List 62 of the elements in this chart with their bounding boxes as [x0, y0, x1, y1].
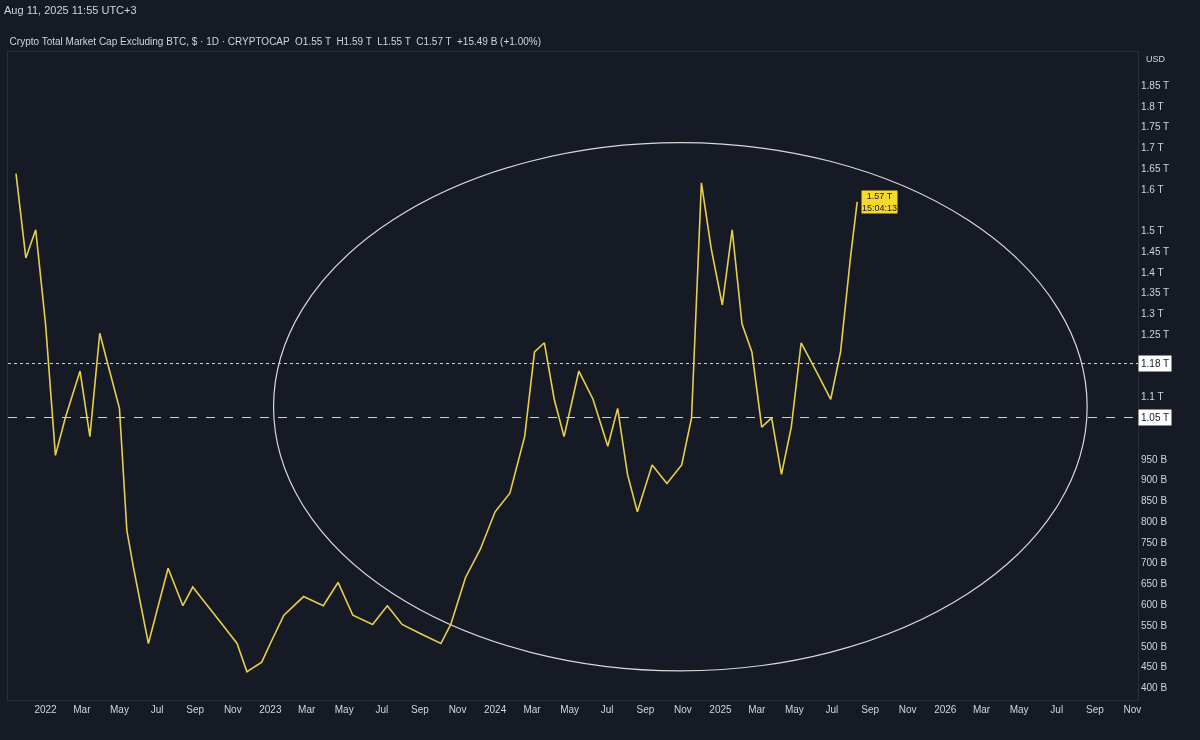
- line-series: [15, 172, 858, 673]
- y-tick-label: 1.1 T: [1141, 391, 1164, 403]
- y-tick-label: 1.6 T: [1141, 183, 1164, 195]
- y-tick-label: 400 B: [1141, 682, 1168, 694]
- y-tick-label: 1.3 T: [1141, 308, 1164, 320]
- x-tick-label: Mar: [523, 704, 542, 715]
- y-tick-label: 1.65 T: [1141, 162, 1170, 174]
- y-tick-label: 950 B: [1141, 453, 1168, 465]
- x-tick-label: Sep: [861, 704, 880, 715]
- x-tick-label: May: [110, 704, 129, 715]
- text: USD: [1146, 54, 1166, 64]
- x-tick-label: Jul: [600, 704, 614, 715]
- y-tick-label: 600 B: [1141, 598, 1168, 610]
- chart-title: Crypto Total Market Cap Excluding BTC, $ · 1D · CRYPTOCAP O1.55 T H1.59 T L1.55 T C1.57 T +15.49 B (+1.00%): [9, 36, 541, 47]
- x-tick-label: 2023: [259, 704, 282, 715]
- x-tick-label: Nov: [898, 704, 917, 715]
- y-tick-label: 1.5 T: [1141, 225, 1164, 237]
- y-tick-label: 1.45 T: [1141, 245, 1170, 257]
- x-tick-label: Mar: [298, 704, 316, 715]
- y-tick-label: 650 B: [1141, 578, 1168, 590]
- y-tick-label: 1.85 T: [1141, 79, 1170, 91]
- x-tick-label: Mar: [73, 704, 92, 715]
- x-tick-label: May: [784, 704, 804, 715]
- x-tick-label: Nov: [674, 704, 692, 715]
- y-tick-label: 500 B: [1141, 640, 1168, 652]
- annotation: 1.57 T 15:04:13: [862, 191, 898, 213]
- y-tick-label: 450 B: [1141, 661, 1168, 673]
- x-tick-label: Jul: [1050, 704, 1064, 715]
- x-tick-label: Sep: [186, 704, 205, 715]
- x-tick-label: Nov: [1123, 704, 1142, 715]
- x-tick-label: 2022: [34, 704, 58, 715]
- y-tick-label: 1.8 T: [1141, 100, 1164, 112]
- x-tick-label: 2025: [709, 704, 733, 715]
- y-tick-label: 1.25 T: [1141, 328, 1170, 340]
- x-tick-label: 2024: [483, 704, 507, 715]
- ref-line-label: 1.18 T: [1141, 358, 1170, 369]
- x-tick-label: Jul: [150, 704, 164, 715]
- y-tick-label: 1.7 T: [1141, 142, 1164, 154]
- y-tick-label: 1.75 T: [1141, 121, 1170, 133]
- y-tick-label: 700 B: [1141, 557, 1168, 569]
- x-tick-label: Sep: [636, 704, 655, 715]
- x-tick-label: Jul: [825, 704, 839, 715]
- y-tick-label: 800 B: [1141, 515, 1168, 527]
- y-tick-label: 1.35 T: [1141, 287, 1170, 299]
- y-tick-label: 1.4 T: [1141, 266, 1164, 278]
- y-tick-label: 900 B: [1141, 474, 1168, 486]
- x-tick-label: Sep: [411, 704, 430, 715]
- ref-line-label: 1.05 T: [1141, 412, 1170, 423]
- x-tick-label: Mar: [972, 704, 991, 715]
- x-tick-label: Mar: [748, 704, 767, 715]
- x-tick-label: Jul: [375, 704, 389, 715]
- x-tick-label: May: [1009, 704, 1029, 715]
- y-tick-label: 850 B: [1141, 495, 1168, 507]
- x-tick-label: Sep: [1085, 704, 1105, 715]
- x-tick-label: 2026: [934, 704, 957, 715]
- x-tick-label: May: [560, 704, 580, 715]
- x-tick-label: Nov: [223, 704, 242, 715]
- y-tick-label: 550 B: [1141, 619, 1168, 631]
- x-tick-label: Nov: [448, 704, 467, 715]
- x-tick-label: May: [334, 704, 354, 715]
- text: Aug 11, 2025 11:55 UTC+3: [4, 4, 137, 16]
- y-tick-label: 750 B: [1141, 536, 1168, 548]
